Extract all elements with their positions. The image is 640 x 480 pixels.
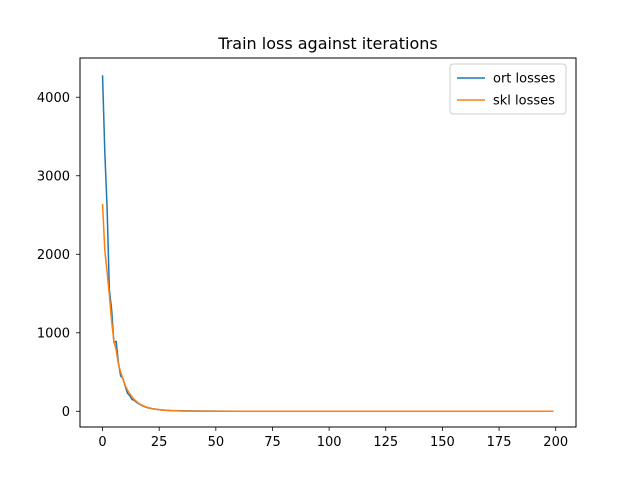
x-tick-label-0: 0 [98, 435, 106, 450]
legend-box [449, 63, 567, 115]
x-tick-label-5: 125 [373, 435, 398, 450]
y-tick-label-2: 2000 [37, 248, 70, 263]
x-tick-label-2: 50 [208, 435, 225, 450]
plot-frame [79, 57, 577, 428]
plot-area [101, 75, 554, 413]
y-tick-label-1: 1000 [37, 326, 70, 341]
x-tick-label-3: 75 [264, 435, 281, 450]
x-tick-label-7: 175 [487, 435, 512, 450]
legend-label-0: ort losses [493, 72, 556, 87]
y-tick-label-0: 0 [62, 405, 70, 420]
series-line-1 [101, 203, 554, 413]
x-tick-label-8: 200 [543, 435, 568, 450]
y-tick-label-3: 3000 [37, 169, 70, 184]
chart-title: Train loss against iterations [217, 34, 437, 53]
legend-label-1: skl losses [493, 94, 555, 109]
x-tick-label-4: 100 [317, 435, 342, 450]
y-tick-label-4: 4000 [37, 91, 70, 106]
x-tick-label-1: 25 [151, 435, 168, 450]
legend: ort losses skl losses [449, 63, 567, 115]
x-tick-label-6: 150 [430, 435, 455, 450]
